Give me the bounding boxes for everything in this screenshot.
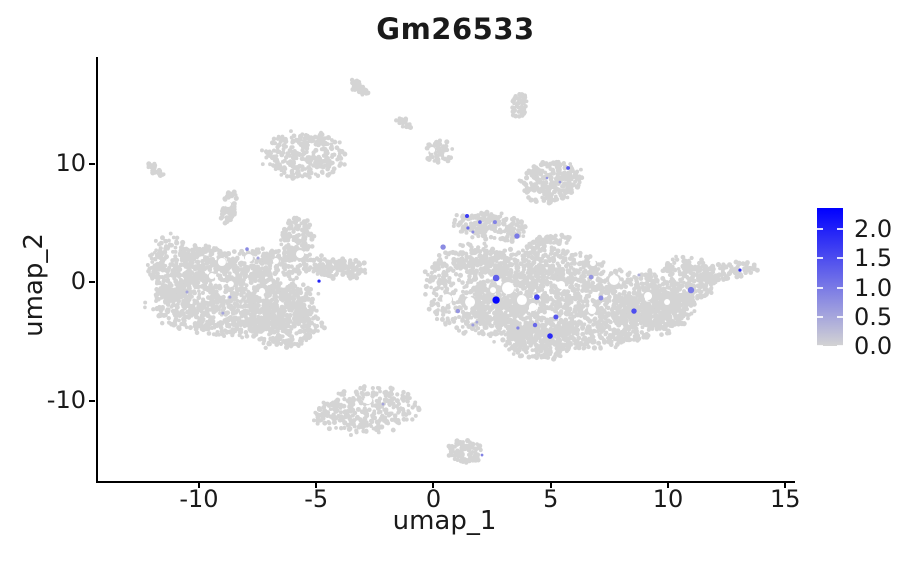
scatter-points-canvas: [96, 57, 793, 481]
colorbar-tick-label: 0.0: [854, 332, 893, 360]
x-axis-tick: [549, 482, 552, 488]
x-axis-tick: [666, 482, 669, 488]
y-axis-tick-label: 0: [70, 267, 86, 296]
x-axis-title: umap_1: [392, 506, 497, 536]
colorbar-tick: [817, 257, 823, 260]
colorbar-tick: [837, 315, 843, 318]
x-axis-tick: [197, 482, 200, 488]
y-axis-tick: [89, 162, 95, 165]
colorbar-tick-label: 2.0: [854, 215, 893, 244]
colorbar-tick-label: 1.5: [854, 244, 893, 273]
x-axis-tick-label: 0: [425, 485, 442, 513]
x-axis-tick-label: 5: [543, 485, 559, 513]
x-axis-tick: [432, 482, 435, 488]
x-axis-tick-label: 15: [769, 485, 801, 513]
colorbar-tick: [817, 228, 823, 231]
colorbar-tick: [817, 286, 823, 289]
y-axis-title: umap_2: [19, 233, 49, 337]
x-axis-tick: [784, 482, 787, 488]
colorbar-tick-label: 1.0: [854, 273, 893, 302]
colorbar-tick: [837, 257, 843, 260]
y-axis-tick-label: -10: [46, 385, 86, 414]
colorbar-tick: [837, 286, 843, 289]
x-axis-tick-label: 10: [652, 485, 684, 513]
x-axis-tick-label: -10: [179, 485, 219, 513]
colorbar-tick: [817, 315, 823, 318]
plot-title: Gm26533: [376, 12, 535, 46]
colorbar-tick: [837, 228, 843, 231]
colorbar-tick: [817, 345, 823, 347]
colorbar: [817, 208, 843, 346]
y-axis-tick: [89, 399, 95, 402]
y-axis-tick-label: 10: [55, 148, 86, 177]
x-axis-tick: [315, 482, 318, 488]
colorbar-tick: [837, 345, 843, 347]
x-axis-tick-label: -5: [304, 485, 329, 513]
y-axis-tick: [89, 281, 95, 284]
colorbar-tick-label: 0.5: [854, 302, 893, 331]
